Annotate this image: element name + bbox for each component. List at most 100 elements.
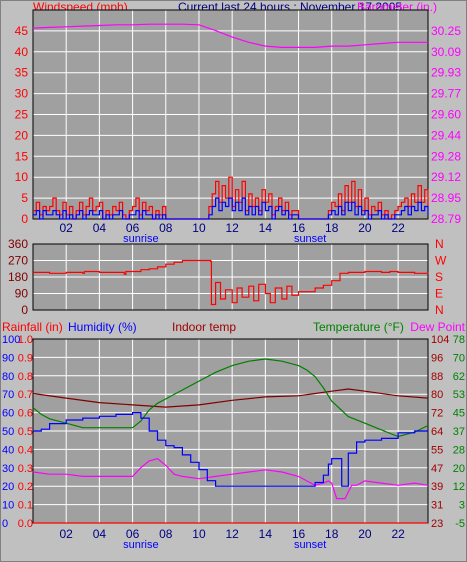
indoor-temp-tick: 72 — [431, 408, 443, 420]
rainfall-tick: 0.8 — [18, 371, 33, 383]
wind-direction-line — [33, 259, 429, 306]
indoor-temp-tick: 39 — [431, 481, 443, 493]
indoor-temp-tick: 23 — [431, 518, 443, 530]
legend-humidity: Humidity (%) — [68, 320, 137, 334]
barometer-line — [32, 23, 428, 48]
indoor-temp-tick: 31 — [431, 500, 443, 512]
rainfall-tick: 0.6 — [18, 408, 33, 420]
humidity-tick: 70 — [2, 389, 14, 401]
indoor-temp-line — [32, 388, 429, 408]
temperature-tick: 3 — [459, 500, 465, 512]
temperature-tick: 45 — [453, 408, 465, 420]
x-tick-label: 14 — [259, 221, 273, 235]
wind-speed-line — [33, 197, 429, 220]
indoor-temp-tick: 64 — [431, 426, 443, 438]
temperature-line — [32, 358, 429, 438]
windspeed-tick: 45 — [15, 24, 29, 38]
humidity-tick: 10 — [2, 500, 14, 512]
x-tick-label: 10 — [192, 221, 206, 235]
wind-gust-line — [33, 176, 429, 220]
rainfall-tick: 0.0 — [18, 518, 33, 530]
legend-temperature: Temperature (°F) — [313, 320, 404, 334]
temperature-tick: 70 — [453, 352, 465, 364]
x-tick-label: 14 — [259, 527, 273, 541]
x-tick-label: 18 — [325, 527, 339, 541]
humidity-tick: 40 — [2, 444, 14, 456]
indoor-temp-tick: 88 — [431, 371, 443, 383]
legend-indoor-temp: Indoor temp — [172, 320, 236, 334]
x-tick-label: 12 — [225, 221, 239, 235]
humidity-tick: 50 — [2, 426, 14, 438]
temperature-tick: 78 — [453, 334, 465, 346]
x-tick-label: 02 — [60, 221, 74, 235]
direction-panel-border — [32, 243, 429, 311]
dew-point-line — [32, 458, 429, 500]
indoor-temp-tick: 104 — [431, 334, 449, 346]
windspeed-tick: 30 — [15, 87, 29, 101]
windspeed-tick: 5 — [21, 191, 28, 205]
wind-panel-border — [32, 9, 429, 220]
x-tick-label: 16 — [292, 527, 306, 541]
sunset-label: sunset — [294, 539, 326, 551]
humidity-tick: 80 — [2, 371, 14, 383]
x-tick-label: 22 — [391, 527, 405, 541]
x-tick-label: 12 — [225, 527, 239, 541]
x-tick-label: 20 — [358, 527, 372, 541]
humidity-tick: 100 — [2, 334, 20, 346]
humidity-tick: 20 — [2, 481, 14, 493]
x-tick-label: 16 — [292, 221, 306, 235]
direction-tick: 360 — [8, 237, 28, 251]
indoor-temp-tick: 80 — [431, 389, 443, 401]
x-tick-label: 22 — [391, 221, 405, 235]
humidity-tick: 30 — [2, 463, 14, 475]
barometer-tick: 30.25 — [431, 24, 461, 38]
humidity-tick: 60 — [2, 408, 14, 420]
x-tick-label: 04 — [93, 221, 107, 235]
x-tick-label: 06 — [126, 527, 140, 541]
x-tick-label: 08 — [159, 221, 173, 235]
temperature-tick: -5 — [455, 518, 465, 530]
direction-tick: 0 — [21, 303, 28, 317]
barometer-tick: 29.93 — [431, 66, 461, 80]
direction-tick: 270 — [8, 254, 28, 268]
barometer-tick: 29.28 — [431, 149, 461, 163]
indoor-temp-tick: 55 — [431, 444, 443, 456]
windspeed-tick: 0 — [21, 212, 28, 226]
sunset-label: sunset — [294, 233, 326, 245]
humidity-tick: 90 — [2, 352, 14, 364]
rainfall-tick: 1.0 — [18, 334, 33, 346]
barometer-tick: 30.09 — [431, 45, 461, 59]
humidity-tick: 0 — [2, 518, 8, 530]
temperature-tick: 20 — [453, 463, 465, 475]
legend-dew-point: Dew Point — [410, 320, 465, 334]
x-tick-label: 06 — [126, 221, 140, 235]
x-tick-label: 20 — [358, 221, 372, 235]
temperature-tick: 28 — [453, 444, 465, 456]
barometer-tick: 29.12 — [431, 170, 461, 184]
indoor-temp-tick: 47 — [431, 463, 443, 475]
rainfall-tick: 0.7 — [18, 389, 33, 401]
rainfall-tick: 0.1 — [18, 500, 33, 512]
windspeed-tick: 35 — [15, 66, 29, 80]
windspeed-tick: 40 — [15, 45, 29, 59]
windspeed-tick: 10 — [15, 170, 29, 184]
legend-rainfall: Rainfall (in) — [2, 320, 63, 334]
direction-tick: 180 — [8, 270, 28, 284]
temperature-tick: 12 — [453, 481, 465, 493]
x-tick-label: 04 — [93, 527, 107, 541]
humidity-line — [33, 412, 428, 487]
indoor-temp-tick: 96 — [431, 352, 443, 364]
barometer-tick: 29.44 — [431, 128, 461, 142]
rainfall-tick: 0.3 — [18, 463, 33, 475]
rainfall-tick: 0.4 — [18, 444, 33, 456]
windspeed-tick: 15 — [15, 149, 29, 163]
barometer-tick: 29.60 — [431, 108, 461, 122]
rainfall-tick: 0.2 — [18, 481, 33, 493]
compass-tick: N — [435, 303, 444, 317]
x-tick-label: 18 — [325, 221, 339, 235]
rainfall-tick: 0.5 — [18, 426, 33, 438]
compass-tick: W — [435, 254, 447, 268]
barometer-tick: 28.95 — [431, 191, 461, 205]
sunrise-label: sunrise — [123, 539, 158, 551]
